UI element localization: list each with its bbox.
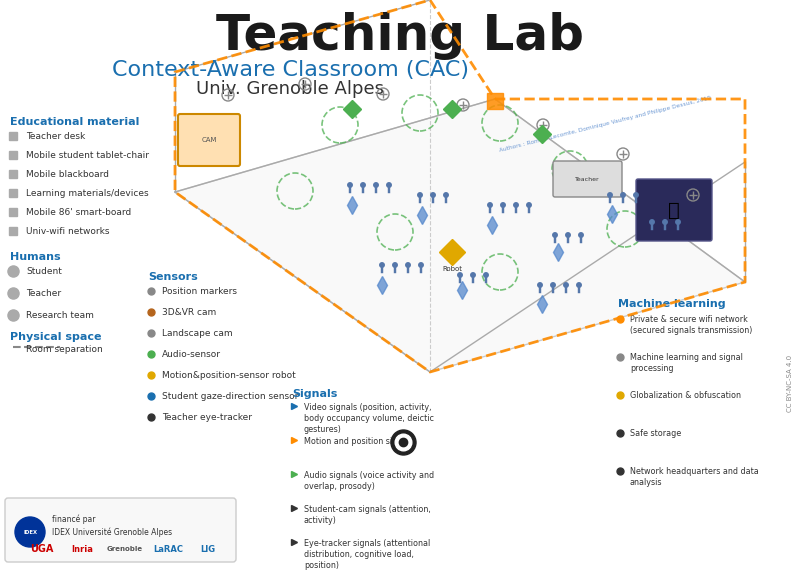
Circle shape [361,183,366,187]
Text: UGA: UGA [30,544,54,554]
Text: Machine learning and signal
processing: Machine learning and signal processing [630,353,743,373]
Circle shape [484,273,488,277]
Circle shape [564,283,568,287]
Text: Room separation: Room separation [26,345,102,354]
Text: 🖥: 🖥 [668,201,680,220]
Circle shape [650,220,654,224]
Circle shape [430,193,435,197]
Circle shape [526,203,531,207]
Text: CAM: CAM [202,137,217,143]
Circle shape [406,263,410,267]
Circle shape [662,220,667,224]
Circle shape [488,203,492,207]
Text: Teacher desk: Teacher desk [26,132,86,141]
Text: LaRAC: LaRAC [153,545,183,554]
Text: Audio signals (voice activity and
overlap, prosody): Audio signals (voice activity and overla… [304,471,434,491]
Text: Physical space: Physical space [10,332,102,342]
Text: Student: Student [26,267,62,276]
Text: Video signals (position, activity,
body occupancy volume, deictic
gestures): Video signals (position, activity, body … [304,403,434,434]
Circle shape [380,263,384,267]
Text: LIG: LIG [201,545,215,554]
Text: Network headquarters and data
analysis: Network headquarters and data analysis [630,467,758,487]
Text: Teacher: Teacher [26,289,61,298]
Text: Research team: Research team [26,311,94,320]
Text: Univ-wifi networks: Univ-wifi networks [26,227,110,236]
Circle shape [577,283,582,287]
Text: Landscape cam: Landscape cam [162,329,233,338]
Text: Mobile blackboard: Mobile blackboard [26,170,109,179]
Text: Univ. Grenoble Alpes: Univ. Grenoble Alpes [196,80,384,98]
Circle shape [578,233,583,237]
Circle shape [553,233,558,237]
Text: Teacher: Teacher [574,177,599,181]
Circle shape [514,203,518,207]
Text: Mobile student tablet-chair: Mobile student tablet-chair [26,151,149,160]
Circle shape [676,220,680,224]
Text: CC BY-NC-SA 4.0: CC BY-NC-SA 4.0 [787,355,793,412]
FancyBboxPatch shape [178,114,240,166]
Circle shape [550,283,555,287]
Circle shape [444,193,448,197]
Text: Audio-sensor: Audio-sensor [162,350,221,359]
Text: Teaching Lab: Teaching Lab [216,12,584,60]
Text: Position markers: Position markers [162,287,237,296]
Text: IDEX: IDEX [23,529,37,535]
Text: Eye-tracker signals (attentional
distribution, cognitive load,
position): Eye-tracker signals (attentional distrib… [304,539,430,570]
Circle shape [374,183,378,187]
Circle shape [608,193,612,197]
Text: financé par
IDEX Université Grenoble Alpes: financé par IDEX Université Grenoble Alp… [52,515,172,537]
Text: Mobile 86' smart-board: Mobile 86' smart-board [26,208,131,217]
Text: Private & secure wifi network
(secured signals transmission): Private & secure wifi network (secured s… [630,315,752,335]
Text: Grenoble: Grenoble [107,546,143,552]
Text: Signals: Signals [292,389,338,399]
Polygon shape [175,99,745,372]
Circle shape [418,263,423,267]
Text: Safe storage: Safe storage [630,429,682,438]
Text: Globalization & obfuscation: Globalization & obfuscation [630,391,741,400]
Circle shape [15,517,45,547]
Text: Student gaze-direction sensor: Student gaze-direction sensor [162,392,298,401]
FancyBboxPatch shape [553,161,622,197]
Text: Educational material: Educational material [10,117,139,127]
Circle shape [501,203,506,207]
Circle shape [634,193,638,197]
Text: 3D&VR cam: 3D&VR cam [162,308,216,317]
Text: Sensors: Sensors [148,272,198,282]
Text: Machine learning: Machine learning [618,299,726,309]
FancyBboxPatch shape [636,179,712,241]
Circle shape [566,233,570,237]
Circle shape [386,183,391,187]
Text: Humans: Humans [10,252,61,262]
Text: Teacher eye-tracker: Teacher eye-tracker [162,413,252,422]
Text: Motion and position signals: Motion and position signals [304,437,414,446]
Circle shape [418,193,422,197]
Text: Motion&position-sensor robot: Motion&position-sensor robot [162,371,296,380]
Text: Learning materials/devices: Learning materials/devices [26,189,149,198]
Text: Student-cam signals (attention,
activity): Student-cam signals (attention, activity… [304,505,430,525]
Circle shape [470,273,475,277]
Text: Authors : Romain Lecomte, Dominique Vaufrey and Philippe Dessus, 2019: Authors : Romain Lecomte, Dominique Vauf… [498,95,711,153]
Text: Robot: Robot [442,266,462,272]
Circle shape [538,283,542,287]
Circle shape [458,273,462,277]
Text: Context-Aware Classroom (CAC): Context-Aware Classroom (CAC) [111,60,469,80]
Circle shape [348,183,352,187]
Circle shape [621,193,626,197]
FancyBboxPatch shape [5,498,236,562]
Circle shape [393,263,398,267]
Text: Inria: Inria [71,545,93,554]
